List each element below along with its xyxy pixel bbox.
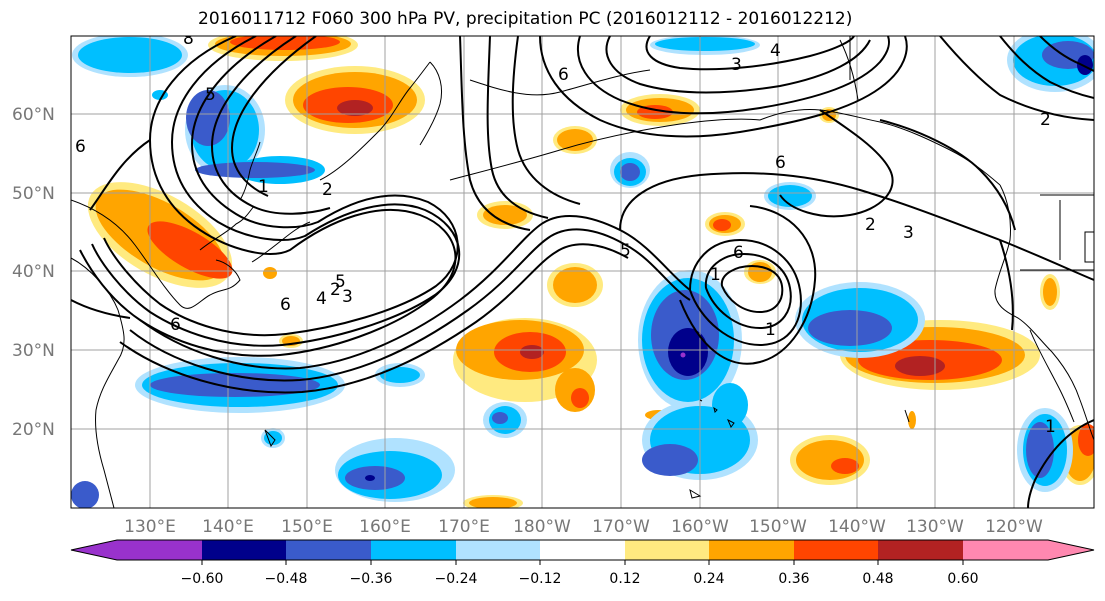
pv-contours (71, 36, 1094, 508)
graticule (71, 36, 1094, 508)
lon-label: 180°W (513, 517, 571, 537)
colorbar-segment (71, 540, 117, 560)
colorbar-tick-label: −0.12 (519, 571, 562, 587)
contour-label: 5 (205, 85, 216, 105)
contour-label: 3 (342, 287, 353, 307)
colorbar-segment (202, 540, 287, 560)
map-frame (70, 35, 1095, 509)
colorbar-tick-labels: −0.60 −0.48 −0.36 −0.24 −0.12 0.12 0.24 … (181, 571, 979, 587)
lat-label: 30°N (12, 341, 55, 361)
colorbar-segment (794, 540, 879, 560)
lon-label: 140°E (202, 517, 254, 537)
colorbar-segment (540, 540, 625, 560)
colorbar-segment (1048, 540, 1094, 560)
lat-label: 50°N (12, 184, 55, 204)
colorbar-segment (456, 540, 541, 560)
colorbar: −0.60 −0.48 −0.36 −0.24 −0.12 0.12 0.24 … (70, 539, 1095, 587)
colorbar-segment (625, 540, 710, 560)
lon-label: 170°W (592, 517, 650, 537)
contour-label: 1 (1045, 417, 1056, 437)
lon-label: 160°W (671, 517, 729, 537)
colorbar-tick-label: 0.24 (693, 571, 724, 587)
lon-label: 130°E (124, 517, 176, 537)
colorbar-segment (963, 540, 1048, 560)
contour-label: 1 (765, 320, 776, 340)
contour-label: 5 (335, 272, 346, 292)
contour-label: 6 (733, 243, 744, 263)
colorbar-ticks (201, 560, 964, 565)
lon-label: 150°E (281, 517, 333, 537)
contour-label: 2 (865, 215, 876, 235)
colorbar-segment (286, 540, 371, 560)
colorbar-outline (70, 539, 1095, 561)
contour-label: 2 (1040, 110, 1051, 130)
lat-label: 40°N (12, 262, 55, 282)
lon-label: 140°W (828, 517, 886, 537)
map-title-bar: 2016011712 F060 300 hPa PV, precipitatio… (0, 0, 1105, 34)
lon-label: 150°W (749, 517, 807, 537)
lat-label: 20°N (12, 420, 55, 440)
colorbar-tick-label: 0.60 (947, 571, 978, 587)
contour-label: 6 (280, 295, 291, 315)
contour-label: 2 (322, 180, 333, 200)
contour-label: 6 (75, 137, 86, 157)
contour-label: 4 (316, 289, 327, 309)
colorbar-tick-label: −0.36 (350, 571, 393, 587)
lon-label: 120°W (985, 517, 1043, 537)
contour-label: 8 (183, 29, 194, 49)
lat-label: 60°N (12, 105, 55, 125)
colorbar-segment (878, 540, 963, 560)
map-title: 2016011712 F060 300 hPa PV, precipitatio… (198, 9, 853, 29)
colorbar-segment (371, 540, 456, 560)
contour-label: 1 (710, 265, 721, 285)
contour-label: 1 (258, 177, 269, 197)
contour-label: 2 (330, 280, 341, 300)
contour-label: 6 (558, 65, 569, 85)
contour-labels: 4 3 6 5 6 1 2 5 6 4 2 3 5 6 1 6 1 2 3 2 … (75, 29, 1056, 437)
longitude-labels: 130°E 140°E 150°E 160°E 170°E 180°W 170°… (124, 517, 1043, 537)
contour-label: 3 (731, 55, 742, 75)
contour-label: 5 (620, 241, 631, 261)
map-panel: 4 3 6 5 6 1 2 5 6 4 2 3 5 6 1 6 1 2 3 2 … (71, 29, 1094, 508)
lon-label: 130°W (906, 517, 964, 537)
colorbar-tick-label: −0.24 (435, 571, 478, 587)
lon-label: 170°E (438, 517, 490, 537)
colorbar-tick-label: 0.12 (609, 571, 640, 587)
colorbar-segment (709, 540, 794, 560)
lon-label: 160°E (359, 517, 411, 537)
colorbar-tick-label: 0.36 (778, 571, 809, 587)
colorbar-tick-label: 0.48 (862, 571, 893, 587)
contour-label: 3 (903, 223, 914, 243)
contour-label: 6 (775, 153, 786, 173)
colorbar-segment (117, 540, 202, 560)
contour-label: 4 (770, 41, 781, 61)
colorbar-tick-label: −0.48 (265, 571, 308, 587)
contour-label: 6 (170, 315, 181, 335)
latitude-labels: 60°N 50°N 40°N 30°N 20°N (12, 105, 55, 440)
colorbar-tick-label: −0.60 (181, 571, 224, 587)
